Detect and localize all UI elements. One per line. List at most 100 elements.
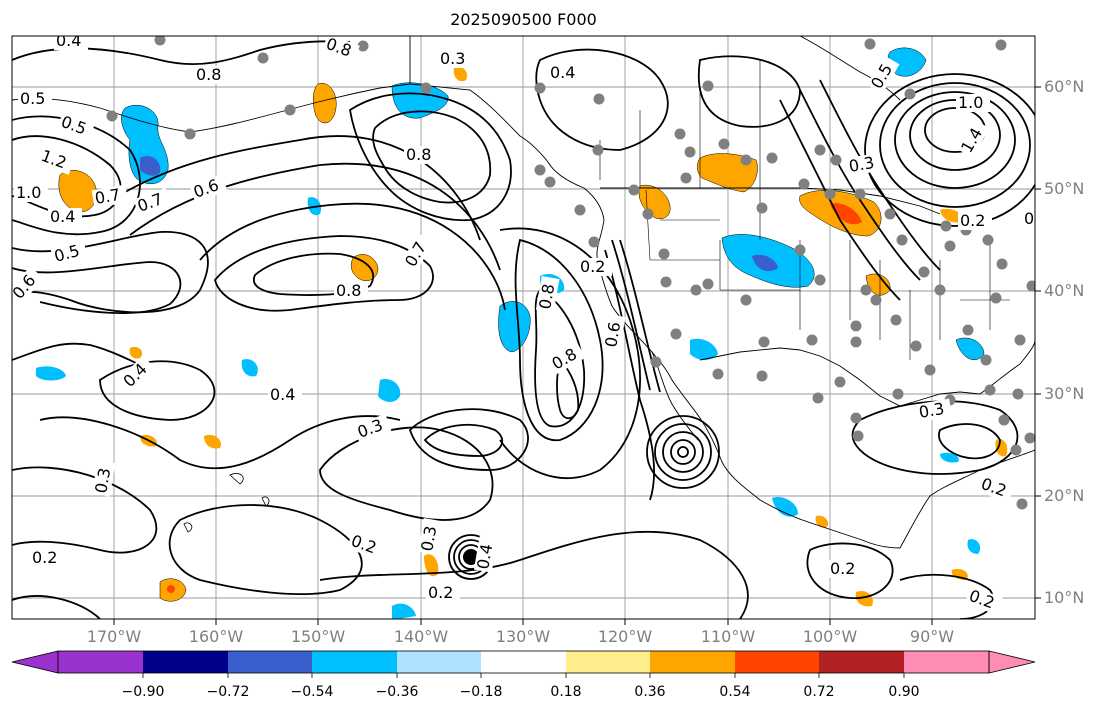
station-dot xyxy=(934,284,946,296)
contour-line xyxy=(864,73,1035,227)
contour-line xyxy=(819,79,941,271)
station-dot xyxy=(850,412,862,424)
contour-label: 0.2 xyxy=(830,559,855,578)
contour-label-bg xyxy=(601,314,626,351)
contour-label-bg xyxy=(578,258,612,276)
contour-label: 0.3 xyxy=(440,49,465,68)
contour-label-bg xyxy=(915,398,953,423)
contour-line xyxy=(408,408,529,471)
station-dot xyxy=(758,336,770,348)
positive-patch xyxy=(129,346,143,359)
contour-line xyxy=(670,439,696,465)
colorbar-segment xyxy=(58,651,143,673)
station-dot xyxy=(884,208,896,220)
station-dot xyxy=(995,39,1007,51)
contour-label-bg xyxy=(36,146,75,175)
lat-label: 10°N xyxy=(1044,588,1085,607)
station-dot xyxy=(718,138,730,150)
station-dot xyxy=(850,336,862,348)
station-dot xyxy=(812,392,824,404)
station-dot xyxy=(918,266,930,278)
contour-line xyxy=(697,55,801,128)
colorbar-extension-low xyxy=(11,650,59,674)
colorbar-tick-label: −0.36 xyxy=(375,684,419,700)
contour-label-bg xyxy=(828,560,862,578)
contour-label-bg xyxy=(189,173,228,203)
contour-label-bg xyxy=(353,413,392,443)
station-dot xyxy=(854,188,866,200)
station-dot xyxy=(712,368,724,380)
station-dot xyxy=(592,144,604,156)
station-dot xyxy=(593,93,605,105)
station-dot xyxy=(574,204,586,216)
contour-label-bg xyxy=(438,50,472,68)
colorbar-tick-label: 0.54 xyxy=(719,684,751,700)
colorbar-tick-label: 0.72 xyxy=(803,684,835,700)
positive-patch xyxy=(995,439,1008,457)
station-dot xyxy=(990,292,1002,304)
positive-core xyxy=(167,585,175,593)
station-dot xyxy=(870,294,882,306)
contour-line xyxy=(894,91,1016,189)
colorbar-segment xyxy=(650,651,735,673)
atlantic-coast xyxy=(979,339,1035,395)
station-dot xyxy=(284,104,296,116)
station-dot xyxy=(1016,498,1028,510)
contour-label-bg xyxy=(976,474,1015,503)
map-title: 2025090500 F000 xyxy=(450,10,597,29)
contour-line xyxy=(119,135,481,241)
station-dot xyxy=(850,320,862,332)
colorbar-segment xyxy=(312,651,397,673)
us-canada-border xyxy=(600,187,941,215)
colorbar-tick-label: 0.90 xyxy=(888,684,920,700)
lon-label: 130°W xyxy=(495,627,551,646)
lon-label: 150°W xyxy=(290,627,346,646)
colorbar-segment xyxy=(819,651,904,673)
contour-label: 0.2 xyxy=(32,548,57,567)
contour-label-bg xyxy=(12,266,44,305)
contour-line xyxy=(39,415,401,470)
contour-label: 0.3 xyxy=(847,153,875,176)
station-dot xyxy=(766,152,778,164)
station-dot xyxy=(740,154,752,166)
station-dot xyxy=(996,258,1008,270)
axis-ticks xyxy=(113,86,1041,625)
colorbar-tick-label: −0.90 xyxy=(121,684,165,700)
station-dot xyxy=(1024,432,1035,444)
station-dot xyxy=(892,388,904,400)
contour-line xyxy=(604,249,656,501)
station-dot xyxy=(910,340,922,352)
station-dot xyxy=(154,36,166,46)
positive-patch xyxy=(815,515,829,528)
us-mexico-border xyxy=(699,347,981,407)
contour-line xyxy=(535,48,669,151)
contour-label: 0.8 xyxy=(336,281,361,300)
station-dot xyxy=(544,176,556,188)
station-dot xyxy=(684,146,696,158)
contour-line xyxy=(199,202,506,311)
positive-patch xyxy=(350,254,379,281)
station-dot xyxy=(860,284,872,296)
contour-label: 0.2 xyxy=(428,583,453,602)
contour-label: 0.8 xyxy=(535,282,558,310)
contour-label-bg xyxy=(18,90,52,108)
lon-label: 170°W xyxy=(86,627,142,646)
contour-label-bg xyxy=(48,208,82,226)
contour-label: 1.0 xyxy=(958,93,983,112)
contour-label-bg xyxy=(547,341,586,375)
lat-label: 60°N xyxy=(1044,77,1085,96)
station-dot xyxy=(924,364,936,376)
station-dot xyxy=(756,370,768,382)
station-dot xyxy=(1026,280,1035,292)
contour-line xyxy=(799,89,921,281)
contour-label-bg xyxy=(91,184,129,209)
contour-label-bg xyxy=(400,233,434,272)
contour-label-bg xyxy=(956,119,990,158)
contour-label-bg xyxy=(346,531,385,560)
station-dot xyxy=(420,82,432,94)
positive-patch xyxy=(58,170,97,213)
negative-core xyxy=(752,254,778,272)
positive-core xyxy=(830,203,862,225)
contour-line xyxy=(909,99,1001,171)
contour-line xyxy=(611,239,651,391)
